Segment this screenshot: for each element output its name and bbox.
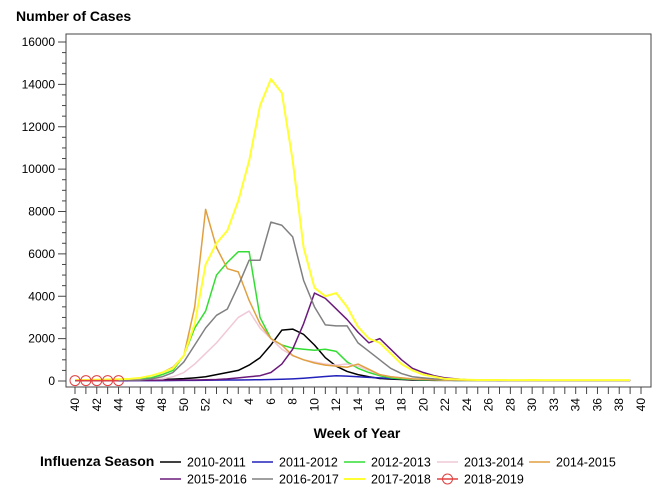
x-tick-label: 2 — [220, 398, 234, 405]
legend-label: 2013-2014 — [464, 456, 524, 470]
x-tick-label: 26 — [482, 398, 496, 412]
x-tick-label: 33 — [547, 398, 561, 412]
legend-label: 2012-2013 — [371, 456, 431, 470]
plot-frame — [65, 33, 652, 388]
series-line-2014-2015 — [74, 208, 631, 382]
y-tick-label: 0 — [48, 374, 55, 388]
y-tick-label: 12000 — [22, 120, 56, 134]
x-tick-label: 36 — [590, 398, 604, 412]
x-tick-label: 28 — [503, 398, 517, 412]
x-axis: 40 42 44 46 48 50 52 2 4 6 8 10 12 14 16 18 20 22 24 26 28 30… — [68, 387, 648, 411]
y-axis: 0 2000 4000 6000 8000 10000 12000 14000 16000 — [22, 35, 66, 388]
legend-item-2012-2013: 2012-2013 — [344, 456, 431, 470]
x-tick-label: 10 — [307, 398, 321, 412]
x-tick-label: 14 — [351, 398, 365, 412]
x-tick-label: 34 — [569, 398, 583, 412]
y-axis-title: Number of Cases — [16, 8, 131, 24]
x-tick-label: 52 — [199, 398, 213, 412]
legend-item-2011-2012: 2011-2012 — [252, 456, 338, 470]
series-line-2013-2014 — [75, 310, 631, 382]
legend-item-2013-2014: 2013-2014 — [437, 456, 524, 470]
legend-item-2017-2018: 2017-2018 — [344, 473, 431, 487]
y-tick-label: 8000 — [28, 205, 55, 219]
series-line-2015-2016 — [75, 292, 631, 382]
legend-label: 2016-2017 — [279, 473, 339, 487]
y-tick-label: 6000 — [28, 247, 55, 261]
x-tick-label: 40 — [634, 398, 648, 412]
data-point-2018-2019 — [91, 375, 103, 387]
legend-label: 2018-2019 — [464, 473, 524, 487]
legend-label: 2017-2018 — [371, 473, 431, 487]
x-tick-label: 16 — [373, 398, 387, 412]
legend-label: 2010-2011 — [187, 456, 246, 470]
x-axis-title: Week of Year — [314, 425, 401, 441]
x-tick-label: 38 — [612, 398, 626, 412]
legend-item-2018-2019: 2018-2019 — [437, 473, 524, 487]
legend: Influenza Season 2010-2011 2011-2012 2012-… — [40, 453, 616, 487]
y-tick-label: 10000 — [22, 162, 56, 176]
x-tick-label: 20 — [416, 398, 430, 412]
x-tick-label: 24 — [460, 398, 474, 412]
legend-item-2010-2011: 2010-2011 — [160, 456, 246, 470]
data-point-2018-2019 — [102, 375, 114, 387]
x-tick-label: 18 — [395, 398, 409, 412]
legend-title: Influenza Season — [40, 453, 154, 469]
x-tick-label: 48 — [155, 398, 169, 412]
x-tick-label: 40 — [68, 398, 82, 412]
legend-label: 2014-2015 — [556, 456, 616, 470]
legend-marker-circle — [442, 473, 453, 485]
x-tick-label: 44 — [112, 398, 126, 412]
y-tick-label: 2000 — [28, 332, 55, 346]
x-tick-label: 46 — [133, 398, 147, 412]
y-tick-label: 14000 — [22, 77, 56, 91]
data-point-2018-2019 — [69, 375, 81, 387]
x-tick-label: 50 — [177, 398, 191, 412]
legend-label: 2015-2016 — [187, 473, 247, 487]
x-tick-label: 22 — [438, 398, 452, 412]
x-tick-label: 30 — [525, 398, 539, 412]
y-tick-label: 16000 — [22, 35, 56, 49]
legend-item-2014-2015: 2014-2015 — [529, 456, 616, 470]
x-tick-label: 4 — [242, 398, 256, 405]
series-lines — [69, 78, 631, 387]
legend-item-2015-2016: 2015-2016 — [160, 473, 247, 487]
legend-label: 2011-2012 — [279, 456, 338, 470]
x-tick-label: 42 — [90, 398, 104, 412]
legend-item-2016-2017: 2016-2017 — [252, 473, 339, 487]
series-line-2017-2018 — [74, 78, 631, 382]
x-tick-label: 8 — [286, 398, 300, 405]
data-point-2018-2019 — [113, 375, 125, 387]
y-tick-label: 4000 — [28, 289, 55, 303]
x-tick-label: 6 — [264, 398, 278, 405]
data-point-2018-2019 — [80, 375, 92, 387]
x-tick-label: 12 — [329, 398, 343, 412]
series-line-2016-2017 — [75, 221, 631, 382]
